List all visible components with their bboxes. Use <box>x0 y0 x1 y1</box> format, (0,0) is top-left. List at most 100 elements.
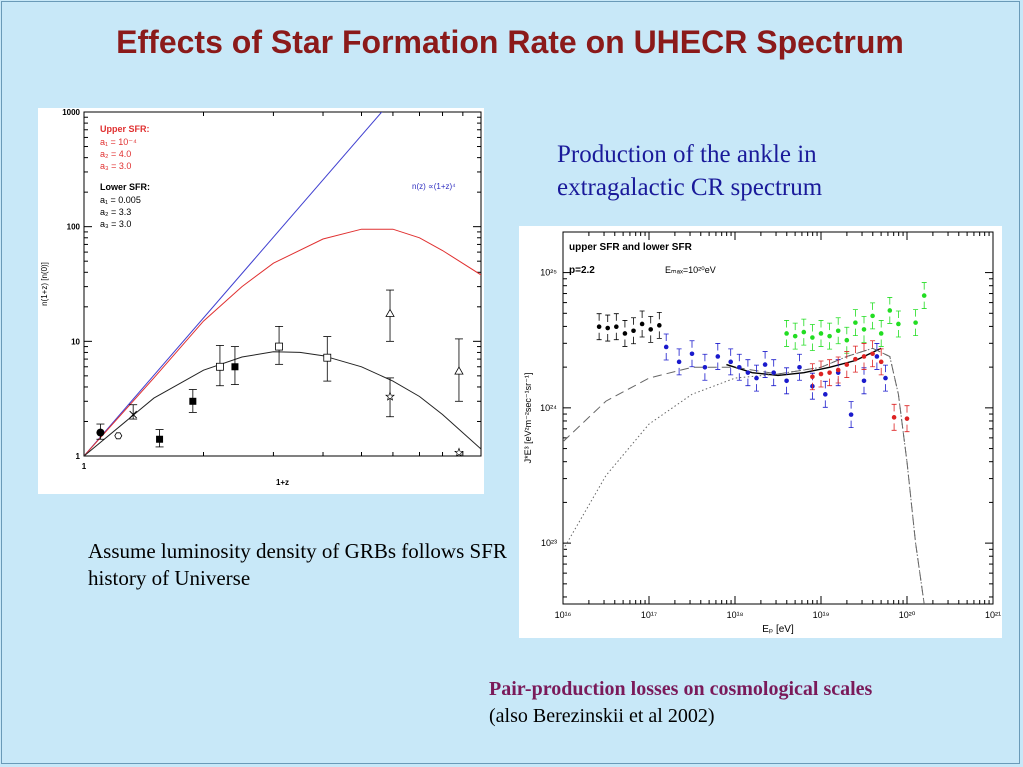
data-dot <box>835 328 841 334</box>
upper-error-mark <box>605 314 611 323</box>
x-tick-label: 10²⁰ <box>899 610 916 620</box>
spectrum-data-point <box>762 351 768 378</box>
lower-error-mark <box>852 328 858 337</box>
data-dot <box>848 412 854 417</box>
data-dot <box>702 364 708 370</box>
upper-error-mark <box>801 318 807 327</box>
spectrum-data-point <box>827 322 833 350</box>
legend-lower-line: a₂ = 3.3 <box>100 207 131 217</box>
lower-error-mark <box>792 342 798 350</box>
data-dot <box>631 328 636 334</box>
lower-error-mark <box>745 378 751 387</box>
spectrum-data-point <box>883 364 888 392</box>
spectrum-data-point <box>878 348 884 376</box>
legend-lower-line: a₃ = 3.0 <box>100 219 131 229</box>
pair-production-caption: Pair-production losses on cosmological s… <box>489 676 1009 730</box>
data-dot <box>878 359 884 365</box>
data-marker-open-square <box>215 345 224 387</box>
upper-error-mark <box>848 401 854 409</box>
upper-error-mark <box>736 353 742 362</box>
data-dot <box>792 333 798 339</box>
lower-error-mark <box>622 339 628 347</box>
marker-symbol <box>454 366 464 375</box>
legend-upper-line: a₃ = 3.0 <box>100 161 131 171</box>
lower-error-mark <box>631 336 637 345</box>
x-tick-label: 10¹⁶ <box>555 610 572 620</box>
sfr-evolution-chart: 1 10 100 1000 1 1+z n(1+z) [n(0)] Upper SFR: a₁ … <box>40 108 482 487</box>
data-dot <box>728 359 733 365</box>
upper-error-mark <box>883 364 888 373</box>
upper-error-mark <box>797 353 802 362</box>
lower-error-mark <box>861 362 867 370</box>
upper-error-mark <box>702 353 708 362</box>
spectrum-data-point <box>631 317 637 345</box>
data-marker-filled-square <box>230 346 239 385</box>
lower-error-mark <box>827 342 833 350</box>
spectrum-data-point <box>784 320 790 347</box>
upper-error-mark <box>676 348 682 356</box>
lower-error-mark <box>852 365 858 373</box>
chart1-axes-frame <box>83 111 482 457</box>
upper-error-mark <box>689 340 695 348</box>
spectrum-data-point <box>792 322 798 350</box>
pair-production-highlight: Pair-production losses on cosmological s… <box>489 678 873 700</box>
series-line-1 <box>84 228 481 456</box>
lower-error-mark <box>913 328 919 337</box>
spectrum-data-point <box>801 318 807 346</box>
spectrum-chart-panel: 10¹⁶ 10¹⁷ 10¹⁸ 10¹⁹ 10²⁰ 10²¹ 10²³ 10²⁴ 10²⁵ Eₚ [… <box>519 226 1002 638</box>
data-dot <box>818 371 824 377</box>
data-dot <box>904 416 910 421</box>
lower-error-mark <box>754 384 759 392</box>
y-tick-label: 10²⁵ <box>540 268 557 278</box>
x-tick-label: 10¹⁷ <box>641 610 657 620</box>
lower-error-mark <box>801 338 807 346</box>
chart-title: upper SFR and lower SFR <box>569 242 693 253</box>
spectrum-data-point <box>861 343 867 370</box>
upper-error-mark <box>835 317 841 325</box>
power-law-annotation: n(z) ∝(1+z)⁴ <box>412 182 456 191</box>
data-marker-triangle <box>454 338 464 402</box>
upper-error-mark <box>878 348 884 356</box>
upper-error-mark <box>844 351 850 359</box>
upper-error-mark <box>663 333 669 341</box>
spectral-index-label: p=2.2 <box>569 265 595 276</box>
data-dot <box>874 354 880 359</box>
upper-error-mark <box>762 351 768 359</box>
spectrum-data-point <box>844 326 850 354</box>
spectrum-data-point <box>848 401 854 429</box>
spectrum-data-point <box>861 315 867 343</box>
grb-caption: Assume luminosity density of GRBs follow… <box>88 539 507 590</box>
spectrum-data-point <box>689 340 695 368</box>
spectrum-data-point <box>754 364 759 392</box>
data-marker-filled-square <box>188 389 197 413</box>
lower-error-mark <box>639 329 645 338</box>
data-dot <box>896 321 901 327</box>
data-dot <box>622 331 628 336</box>
marker-symbol <box>96 428 105 437</box>
y-axis-label: n(1+z) [n(0)] <box>40 262 49 306</box>
upper-error-mark <box>648 315 654 324</box>
spectrum-data-point <box>745 359 751 387</box>
lower-error-mark <box>818 380 824 388</box>
data-dot <box>861 354 867 359</box>
spectrum-data-point <box>921 282 927 309</box>
emax-label: Eₘₐₓ=10²⁰eV <box>665 265 716 275</box>
data-dot <box>648 327 654 332</box>
x-tick-label: 10¹⁹ <box>813 610 830 620</box>
data-dot <box>810 335 815 340</box>
data-dot <box>605 325 611 331</box>
upper-error-mark <box>852 345 858 354</box>
spectrum-data-point <box>913 309 919 337</box>
marker-symbol <box>323 353 332 362</box>
lower-error-mark <box>656 331 662 339</box>
data-marker-cross <box>129 404 138 420</box>
spectrum-data-point <box>822 380 828 408</box>
upper-error-mark <box>613 313 619 321</box>
lower-error-mark <box>822 400 828 408</box>
x-tick-label: 1 <box>82 462 87 471</box>
lower-error-mark <box>870 359 876 368</box>
lower-error-mark <box>827 378 833 387</box>
x-axis-label: 1+z <box>276 478 289 487</box>
spectrum-data-point <box>844 351 850 378</box>
